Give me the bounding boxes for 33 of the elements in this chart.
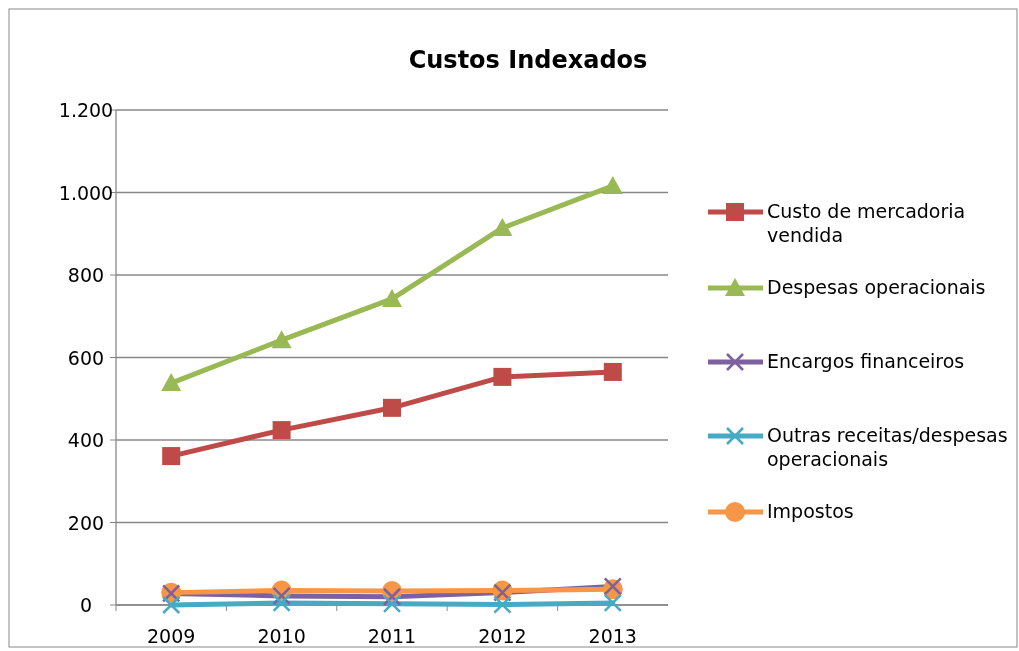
point bbox=[161, 595, 181, 615]
point bbox=[602, 175, 623, 194]
point bbox=[492, 217, 513, 236]
point bbox=[383, 398, 401, 417]
x-tick-label: 2013 bbox=[588, 625, 637, 647]
point bbox=[382, 288, 402, 307]
x-tick-label: 2009 bbox=[147, 625, 196, 647]
legend-label: Custo de mercadoria vendida bbox=[767, 200, 966, 246]
legend-label: Despesas operacionais bbox=[767, 276, 986, 298]
point bbox=[162, 447, 181, 466]
legend-label: Impostos bbox=[767, 500, 854, 522]
x-tick-label: 2012 bbox=[478, 625, 527, 647]
y-tick-label: 800 bbox=[67, 264, 105, 286]
y-tick-label: 1.200 bbox=[58, 99, 114, 121]
legend-label: Encargos financeiros bbox=[767, 350, 965, 372]
point bbox=[493, 595, 512, 614]
chart-title: Custos Indexados bbox=[408, 46, 648, 74]
x-tick-label: 2010 bbox=[257, 625, 306, 647]
x-tick-label: 2011 bbox=[367, 625, 417, 647]
point bbox=[493, 367, 512, 386]
y-tick-label: 400 bbox=[67, 429, 105, 451]
point bbox=[603, 593, 623, 613]
point bbox=[271, 330, 292, 349]
y-tick-label: 200 bbox=[67, 511, 105, 534]
point bbox=[161, 373, 182, 392]
y-tick-label: 600 bbox=[67, 346, 105, 369]
y-tick-label: 0 bbox=[79, 594, 93, 616]
point bbox=[272, 421, 291, 440]
legend-label: Outras receitas/despesas operacionais bbox=[767, 424, 1008, 470]
y-tick-label: 1.000 bbox=[58, 181, 114, 204]
point bbox=[382, 594, 402, 614]
point bbox=[603, 362, 622, 381]
point bbox=[272, 593, 291, 613]
